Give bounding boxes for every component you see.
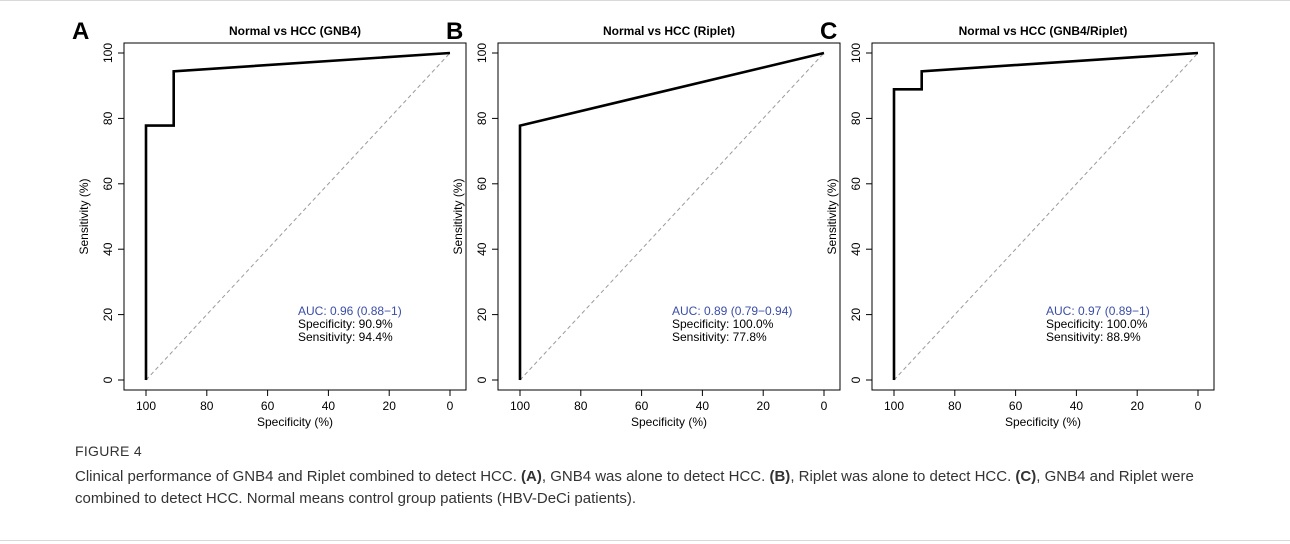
caption-ref-c: (C) (1015, 468, 1037, 485)
x-tick-label: 60 (635, 399, 649, 413)
x-tick-label: 80 (200, 399, 214, 413)
auc-annotation: AUC: 0.97 (0.89−1) (1046, 304, 1150, 318)
y-tick-label: 80 (101, 111, 115, 125)
figure-caption: Clinical performance of GNB4 and Riplet … (75, 466, 1225, 510)
auc-annotation: AUC: 0.89 (0.79−0.94) (672, 304, 792, 318)
caption-text-b: , Riplet was alone to detect HCC. (790, 468, 1016, 485)
specificity-annotation: Specificity: 90.9% (298, 317, 393, 331)
panel-letter: B (446, 18, 463, 45)
y-tick-label: 20 (849, 308, 863, 322)
x-tick-label: 0 (1195, 399, 1202, 413)
roc-figure: A Normal vs HCC (GNB4) 100 80 60 40 20 0 0 20 40 60… (72, 18, 1215, 429)
roc-panel-a: A Normal vs HCC (GNB4) 100 80 60 40 20 0 0 20 40 60… (72, 18, 467, 429)
x-tick-label: 40 (696, 399, 710, 413)
y-tick-label: 20 (475, 308, 489, 322)
caption-intro: Clinical performance of GNB4 and Riplet … (75, 468, 522, 485)
roc-curve (892, 51, 1199, 380)
y-tick-label: 80 (475, 111, 489, 125)
sensitivity-annotation: Sensitivity: 77.8% (672, 330, 767, 344)
top-divider (0, 0, 1290, 1)
roc-panel-c: C Normal vs HCC (GNB4/Riplet) 100 80 60 40 20 0… (820, 18, 1215, 429)
reference-diagonal (519, 52, 825, 381)
x-axis-label: Specificity (%) (631, 415, 707, 429)
panel-title: Normal vs HCC (GNB4) (229, 24, 361, 38)
specificity-annotation: Specificity: 100.0% (672, 317, 774, 331)
x-axis-label: Specificity (%) (1005, 415, 1081, 429)
x-tick-label: 100 (884, 399, 904, 413)
y-tick-label: 0 (849, 376, 863, 383)
caption-text-c: , GNB4 and Riplet were combined to detec… (75, 468, 1194, 507)
x-tick-label: 0 (821, 399, 828, 413)
roc-curve (144, 51, 451, 380)
y-tick-label: 80 (849, 111, 863, 125)
panel-title: Normal vs HCC (GNB4/Riplet) (959, 24, 1128, 38)
y-tick-label: 60 (101, 177, 115, 191)
reference-diagonal (145, 52, 451, 381)
x-tick-label: 40 (1070, 399, 1084, 413)
y-tick-label: 60 (475, 177, 489, 191)
x-tick-label: 80 (948, 399, 962, 413)
roc-panel-b: B Normal vs HCC (Riplet) 100 80 60 40 20 0 0 20 40… (446, 18, 841, 429)
y-tick-label: 60 (849, 177, 863, 191)
x-tick-label: 100 (136, 399, 156, 413)
x-tick-label: 100 (510, 399, 530, 413)
x-tick-label: 60 (261, 399, 275, 413)
x-tick-label: 20 (757, 399, 771, 413)
reference-diagonal (893, 52, 1199, 381)
y-tick-label: 40 (849, 242, 863, 256)
caption-ref-b: (B) (769, 468, 791, 485)
x-tick-label: 60 (1009, 399, 1023, 413)
y-tick-label: 0 (475, 376, 489, 383)
y-tick-label: 40 (101, 242, 115, 256)
panel-letter: A (72, 18, 89, 45)
panel-letter: C (820, 18, 837, 45)
x-tick-label: 20 (1131, 399, 1145, 413)
roc-curve (518, 51, 825, 380)
y-tick-label: 100 (849, 43, 863, 63)
y-axis-label: Sensitivity (%) (825, 178, 839, 254)
y-tick-label: 100 (475, 43, 489, 63)
panel-title: Normal vs HCC (Riplet) (603, 24, 735, 38)
sensitivity-annotation: Sensitivity: 88.9% (1046, 330, 1141, 344)
caption-ref-a: (A) (521, 468, 542, 485)
x-tick-label: 20 (383, 399, 397, 413)
specificity-annotation: Specificity: 100.0% (1046, 317, 1148, 331)
auc-annotation: AUC: 0.96 (0.88−1) (298, 304, 402, 318)
x-tick-label: 80 (574, 399, 588, 413)
figure-label: FIGURE 4 (75, 443, 142, 459)
y-tick-label: 40 (475, 242, 489, 256)
y-tick-label: 20 (101, 308, 115, 322)
x-axis-label: Specificity (%) (257, 415, 333, 429)
sensitivity-annotation: Sensitivity: 94.4% (298, 330, 393, 344)
y-axis-label: Sensitivity (%) (451, 178, 465, 254)
y-tick-label: 100 (101, 43, 115, 63)
plot-frame (123, 42, 467, 391)
plot-frame (497, 42, 841, 391)
bottom-divider (0, 540, 1290, 541)
y-axis-label: Sensitivity (%) (77, 178, 91, 254)
caption-text-a: , GNB4 was alone to detect HCC. (541, 468, 770, 485)
y-tick-label: 0 (101, 376, 115, 383)
x-tick-label: 0 (447, 399, 454, 413)
x-tick-label: 40 (322, 399, 336, 413)
plot-frame (871, 42, 1215, 391)
